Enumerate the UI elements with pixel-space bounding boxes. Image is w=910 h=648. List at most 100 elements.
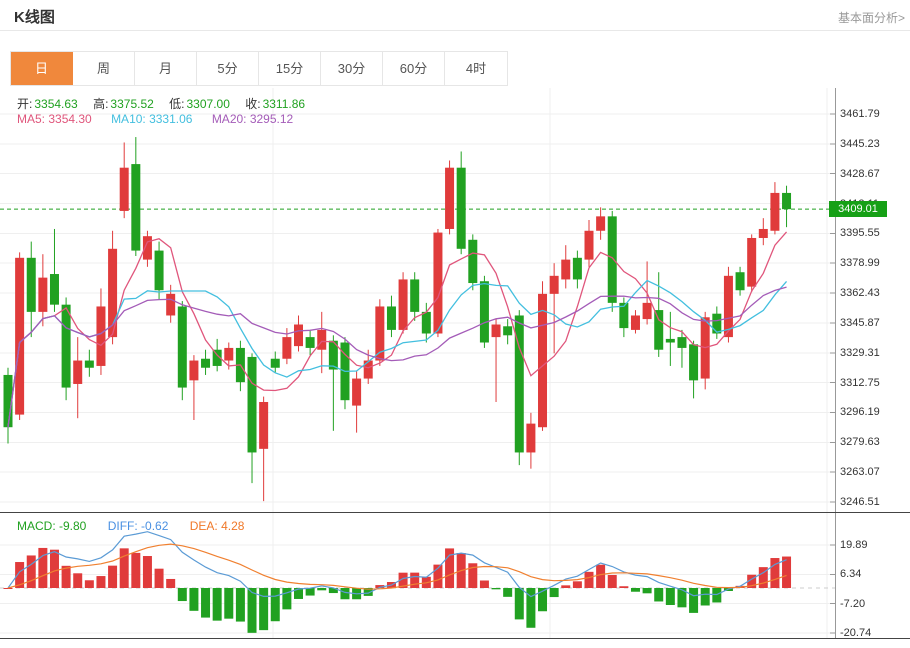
candle-body	[26, 257, 36, 312]
candle-body	[363, 360, 373, 379]
candle-body	[665, 338, 675, 343]
macd-bar	[235, 588, 245, 622]
macd-bar	[770, 558, 780, 588]
ma20-value: MA20: 3295.12	[211, 112, 294, 126]
candle-body	[247, 356, 257, 453]
macd-bar	[340, 588, 350, 600]
header-divider	[0, 30, 910, 31]
ma10-value: MA10: 3331.06	[111, 112, 193, 126]
candle-body	[73, 360, 83, 384]
tab-day[interactable]: 日	[11, 52, 73, 85]
macd-bar	[654, 588, 664, 602]
tab-60min[interactable]: 60分	[383, 52, 445, 85]
candle-body	[747, 237, 757, 287]
ma5-line	[7, 231, 788, 428]
macd-bar	[247, 588, 257, 633]
y-axis	[830, 88, 836, 639]
macd-bar	[3, 588, 13, 589]
candle-body	[456, 167, 466, 249]
macd-bar	[491, 588, 501, 590]
macd-bar	[677, 588, 687, 608]
macd-bar	[166, 578, 176, 588]
price-tick-label: 3246.51	[840, 496, 880, 508]
macd-bar	[282, 588, 292, 610]
macd-value: MACD: -9.80	[17, 519, 87, 533]
period-tabbar: 日 周 月 5分 15分 30分 60分 4时	[10, 51, 508, 86]
tab-15min[interactable]: 15分	[259, 52, 321, 85]
candle-body	[770, 192, 780, 231]
candle-body	[154, 250, 164, 291]
high-label: 高:	[93, 97, 109, 111]
macd-bar	[689, 588, 699, 613]
close-label: 收:	[245, 97, 261, 111]
macd-bar	[26, 555, 36, 588]
tab-month[interactable]: 月	[135, 52, 197, 85]
candle-body	[166, 293, 176, 316]
price-tick-label: 3329.31	[840, 346, 880, 359]
macd-bar	[270, 588, 280, 622]
macd-bar	[526, 588, 536, 628]
macd-bar	[49, 549, 59, 588]
candle-body	[445, 167, 455, 229]
ma5-value: MA5: 3354.30	[17, 112, 92, 126]
macd-tick-label: 6.34	[840, 568, 862, 581]
macd-bar	[328, 588, 338, 594]
macd-bar	[433, 564, 443, 588]
candle-body	[49, 274, 59, 305]
candle-body	[142, 236, 152, 260]
macd-bar	[468, 563, 478, 588]
macd-bar	[108, 565, 118, 588]
macd-bar	[572, 581, 582, 588]
candle-body	[270, 358, 280, 368]
macd-bar	[96, 576, 106, 588]
price-tick-label: 3279.63	[840, 436, 880, 449]
candle-body	[212, 349, 222, 366]
price-tick-label: 3378.99	[840, 257, 880, 270]
macd-bar	[224, 588, 234, 619]
candle-body	[712, 313, 722, 334]
candle-body	[642, 302, 652, 320]
tab-4hour[interactable]: 4时	[445, 52, 507, 85]
macd-bar	[177, 588, 187, 602]
candle-body	[352, 378, 362, 406]
candle-body	[328, 340, 338, 370]
candle-body	[561, 259, 571, 280]
candle-body	[689, 344, 699, 381]
dea-line	[7, 543, 787, 590]
macd-bar	[607, 574, 617, 588]
candle-body	[479, 281, 489, 343]
low-label: 低:	[169, 97, 185, 111]
tab-30min[interactable]: 30分	[321, 52, 383, 85]
macd-bar	[549, 588, 559, 598]
candle-body	[723, 275, 733, 338]
fundamental-analysis-link[interactable]: 基本面分析>	[837, 11, 905, 25]
macd-bar	[747, 574, 757, 588]
macd-bar	[503, 588, 513, 597]
candle-body	[259, 401, 269, 449]
candle-body	[131, 164, 141, 251]
tab-week[interactable]: 周	[73, 52, 135, 85]
candle-body	[108, 248, 118, 338]
macd-bar	[630, 588, 640, 592]
candle-body	[15, 257, 25, 415]
diff-value: DIFF: -0.62	[107, 519, 169, 533]
macd-bar	[619, 586, 629, 588]
candle-body	[177, 306, 187, 388]
candle-body	[410, 279, 420, 312]
candle-body	[386, 306, 396, 330]
price-tick-label: 3445.23	[840, 137, 880, 150]
macd-bar	[538, 588, 548, 612]
macd-bar	[294, 588, 303, 599]
tab-5min[interactable]: 5分	[197, 52, 259, 85]
low-value: 3307.00	[186, 97, 230, 111]
macd-histogram	[3, 547, 792, 633]
macd-bar	[305, 588, 315, 596]
candle-body	[735, 272, 745, 291]
macd-bar	[154, 568, 164, 588]
candle-body	[433, 232, 443, 334]
candle-body	[619, 302, 629, 329]
price-tick-label: 3395.55	[840, 227, 880, 240]
macd-bar	[514, 588, 524, 620]
candle-body	[526, 423, 536, 453]
